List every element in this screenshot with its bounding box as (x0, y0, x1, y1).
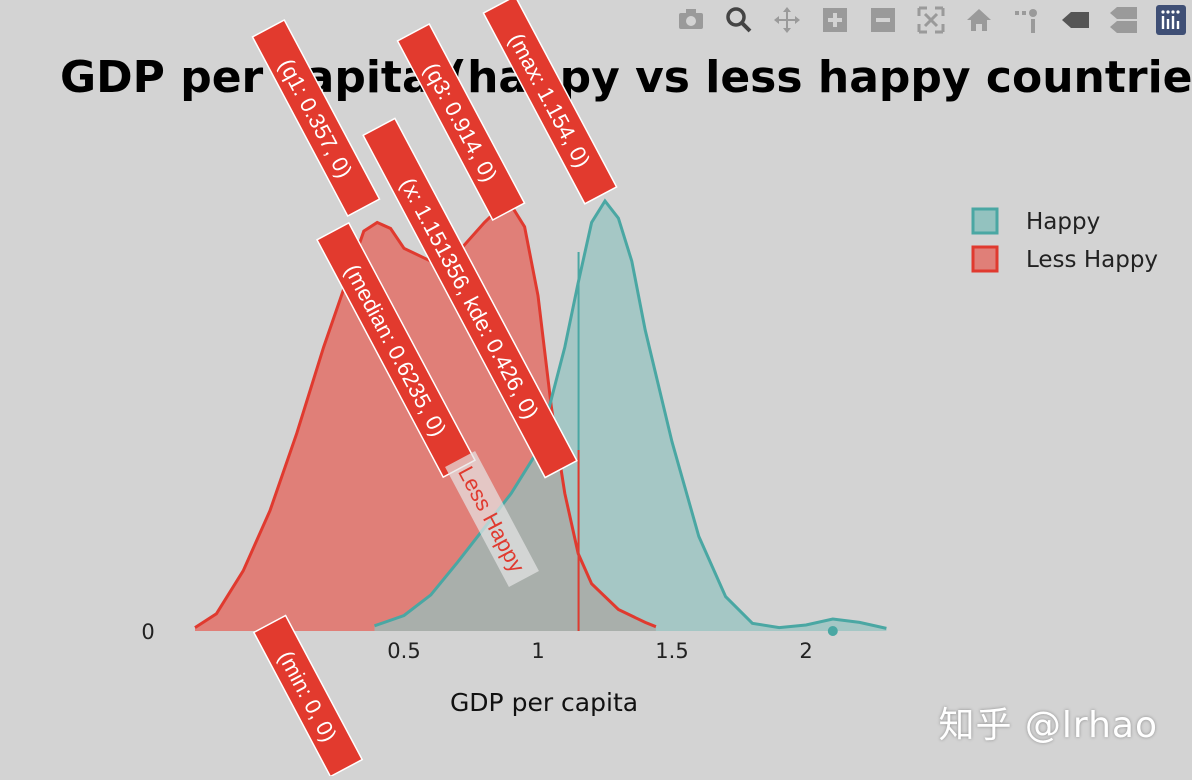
legend-item[interactable]: Happy (971, 207, 1100, 235)
legend-label: Less Happy (1026, 247, 1158, 273)
chart-title: GDP per capita (happy vs less happy coun… (60, 52, 1192, 103)
hover-compare-icon (1110, 7, 1137, 33)
hover-label: (min: 0, 0) (252, 614, 364, 778)
hover-closest-icon (1062, 12, 1089, 28)
zoom-in-button[interactable] (814, 3, 856, 37)
plotly-logo-icon (1156, 5, 1186, 35)
hover-label-box (251, 19, 381, 217)
legend-label: Happy (1026, 209, 1100, 235)
reset-axes-icon (967, 9, 991, 31)
pan-button[interactable] (766, 3, 808, 37)
hover-closest-button[interactable] (1054, 3, 1096, 37)
autoscale-icon (917, 6, 945, 34)
spike-lines-button[interactable] (1006, 3, 1048, 37)
legend-swatch (971, 245, 999, 273)
x-tick-label: 2 (799, 639, 812, 663)
zoom-out-button[interactable] (862, 3, 904, 37)
spike-lines-icon (1015, 9, 1037, 33)
x-tick-label: 1 (531, 639, 544, 663)
zoom-in-icon (823, 8, 847, 32)
plotly-logo-button[interactable] (1150, 3, 1192, 37)
x-tick-label: 1.5 (655, 639, 688, 663)
hover-compare-button[interactable] (1102, 3, 1144, 37)
legend-item[interactable]: Less Happy (971, 245, 1158, 273)
trace-name-box (445, 450, 539, 588)
hover-label: (q1: 0.357, 0) (251, 19, 381, 217)
hover-label-box (482, 0, 618, 205)
legend-swatch (971, 207, 999, 235)
hover-label-box (252, 614, 364, 778)
reset-axes-button[interactable] (958, 3, 1000, 37)
modebar (670, 2, 1192, 38)
zoom-out-icon (871, 8, 895, 32)
legend[interactable]: Happy Less Happy (971, 207, 1158, 273)
happy-line[interactable] (374, 198, 887, 630)
x-tick-label: 0.5 (387, 639, 420, 663)
hover-label-box (362, 117, 578, 479)
happy-marker-point (827, 626, 838, 636)
x-axis-title: GDP per capita (450, 688, 638, 717)
watermark: 知乎 @lrhao (938, 705, 1158, 746)
y-tick-label: 0 (141, 620, 154, 644)
autoscale-button[interactable] (910, 3, 952, 37)
camera-icon (679, 9, 703, 29)
camera-button[interactable] (670, 3, 712, 37)
zoom-button[interactable] (718, 3, 760, 37)
pan-icon (774, 7, 800, 33)
zoom-icon (726, 7, 752, 33)
hover-label-box (396, 23, 526, 221)
